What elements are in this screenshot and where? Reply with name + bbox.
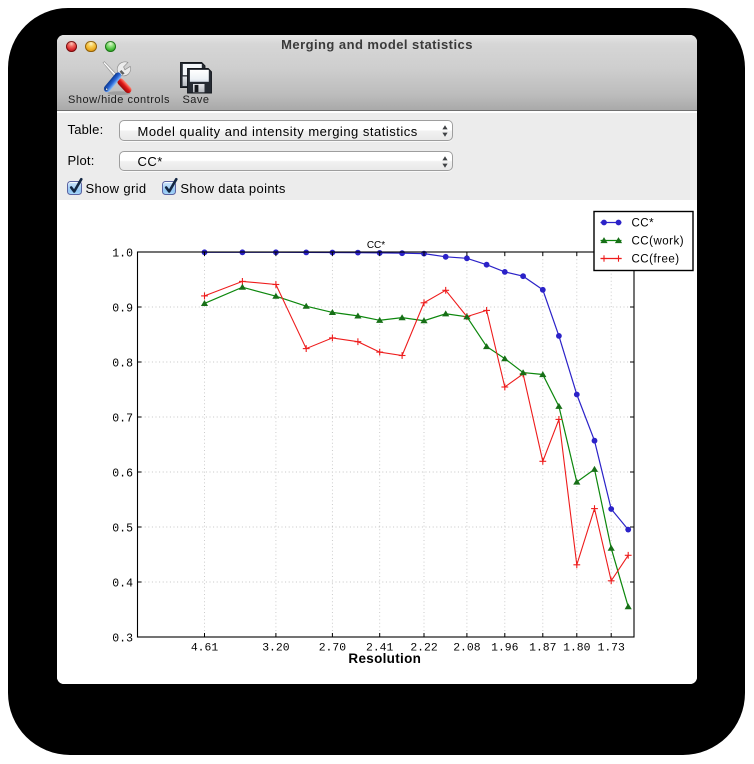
svg-text:1.0: 1.0 xyxy=(112,247,133,260)
svg-text:0.4: 0.4 xyxy=(112,577,133,590)
svg-text:Resolution: Resolution xyxy=(348,651,421,666)
svg-text:0.6: 0.6 xyxy=(112,467,133,480)
svg-text:2.41: 2.41 xyxy=(366,643,394,655)
svg-text:0.3: 0.3 xyxy=(112,632,133,645)
svg-text:4.61: 4.61 xyxy=(191,643,219,655)
svg-text:0.8: 0.8 xyxy=(112,357,133,370)
svg-text:1.80: 1.80 xyxy=(563,643,591,655)
svg-text:CC(work): CC(work) xyxy=(632,235,685,247)
svg-text:1.87: 1.87 xyxy=(529,643,556,655)
svg-text:CC*: CC* xyxy=(367,240,385,251)
svg-text:CC(free): CC(free) xyxy=(632,253,680,265)
svg-text:2.22: 2.22 xyxy=(410,643,438,655)
svg-text:1.96: 1.96 xyxy=(491,643,519,655)
svg-text:3.20: 3.20 xyxy=(262,643,290,655)
svg-text:CC*: CC* xyxy=(632,217,655,229)
svg-text:0.5: 0.5 xyxy=(112,522,133,535)
svg-text:0.9: 0.9 xyxy=(112,302,133,315)
svg-text:0.7: 0.7 xyxy=(112,412,133,425)
svg-text:2.08: 2.08 xyxy=(453,643,481,655)
svg-text:2.70: 2.70 xyxy=(319,643,347,655)
svg-text:1.73: 1.73 xyxy=(598,643,626,655)
